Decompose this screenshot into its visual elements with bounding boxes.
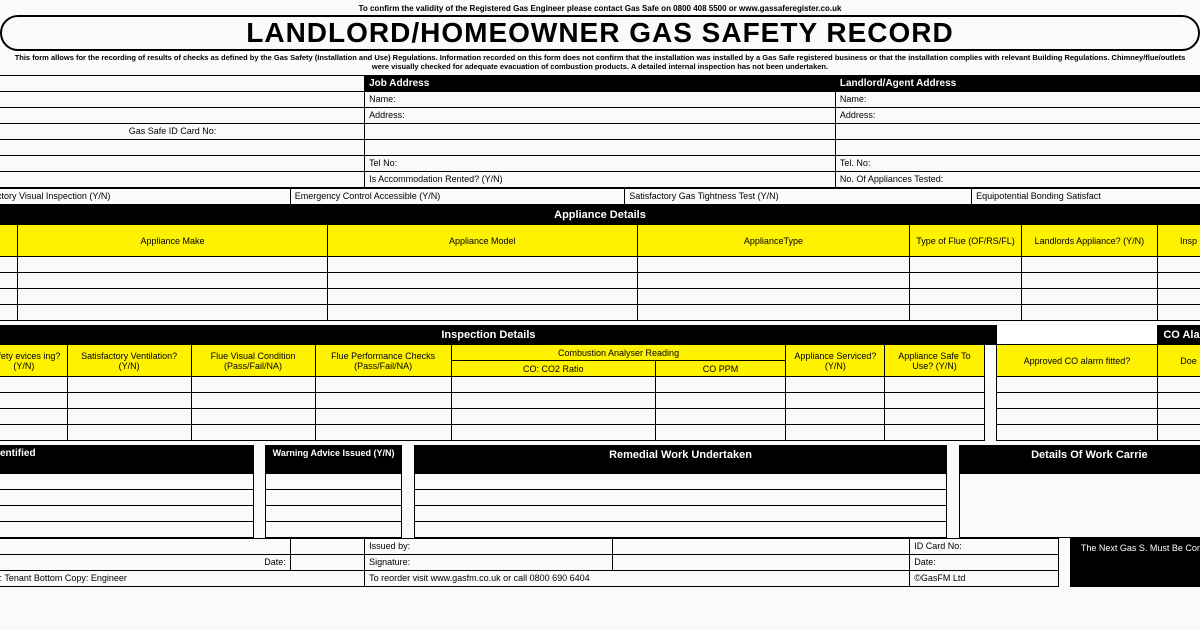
co-alarm-header: CO Alarm — [1157, 326, 1200, 345]
identified-header: ) Identified — [0, 446, 253, 474]
table-row — [0, 425, 1200, 441]
check-bonding: Equipotential Bonding Satisfact — [972, 189, 1200, 205]
col-safe: Appliance Safe To Use? (Y/N) — [885, 345, 984, 377]
title-box: LANDLORD/HOMEOWNER GAS SAFETY RECORD — [0, 15, 1200, 51]
col-flue: Type of Flue (OF/RS/FL) — [910, 225, 1022, 257]
details-header: Details Of Work Carrie — [959, 446, 1200, 474]
check-emergency: Emergency Control Accessible (Y/N) — [290, 189, 625, 205]
col-vent: Satisfactory Ventilation? (Y/N) — [67, 345, 191, 377]
col-does: Doe — [1157, 345, 1200, 377]
date2-label: Date: — [910, 555, 1059, 571]
job-name-label: Name: — [365, 92, 836, 108]
table-row — [0, 273, 1200, 289]
warning-header: Warning Advice Issued (Y/N) — [265, 446, 401, 474]
footer-table: Issued by: ID Card No: The Next Gas S. M… — [0, 538, 1200, 587]
inspection-header: Inspection Details — [0, 326, 996, 345]
next-gas-box: The Next Gas S. Must Be Comp — [1071, 539, 1200, 587]
id-card-label: ID Card No: — [910, 539, 1059, 555]
col-make: Appliance Make — [18, 225, 328, 257]
landlord-address-label: Address: — [835, 108, 1200, 124]
checks-row: sfactory Visual Inspection (Y/N) Emergen… — [0, 188, 1200, 205]
col-approved: Approved CO alarm fitted? — [996, 345, 1157, 377]
job-tel-label: Tel No: — [365, 156, 836, 172]
job-address-label: Address: — [365, 108, 836, 124]
rented-label: Is Accommodation Rented? (Y/N) — [365, 172, 836, 188]
check-visual: sfactory Visual Inspection (Y/N) — [0, 189, 290, 205]
col-combust: Combustion Analyser Reading — [451, 345, 786, 361]
col-landlords: Landlords Appliance? (Y/N) — [1021, 225, 1157, 257]
landlord-name-label: Name: — [835, 92, 1200, 108]
table-row — [0, 289, 1200, 305]
gas-safety-form: To confirm the validity of the Registere… — [0, 0, 1200, 587]
appliance-header: Appliance Details — [0, 206, 1200, 225]
col-fluevis: Flue Visual Condition (Pass/Fail/NA) — [191, 345, 315, 377]
copy-label: opy: Tenant Bottom Copy: Engineer — [0, 571, 365, 587]
lower-sections: ) Identified Warning Advice Issued (Y/N)… — [0, 445, 1200, 538]
col-coratio: CO: CO2 Ratio — [451, 361, 655, 377]
check-tightness: Satisfactory Gas Tightness Test (Y/N) — [625, 189, 972, 205]
date-label: Date: — [0, 555, 290, 571]
issued-by-label: Issued by: — [365, 539, 613, 555]
subtitle: This form allows for the recording of re… — [0, 53, 1200, 75]
col-serviced: Appliance Serviced? (Y/N) — [786, 345, 885, 377]
address-table: Job Address Landlord/Agent Address Name:… — [0, 75, 1200, 188]
appliance-table: Appliance Details Appliance Make Applian… — [0, 205, 1200, 321]
col-flueperf: Flue Performance Checks (Pass/Fail/NA) — [315, 345, 451, 377]
num-appliances-label: No. Of Appliances Tested: — [835, 172, 1200, 188]
col-model: Appliance Model — [327, 225, 637, 257]
landlord-tel-label: Tel. No: — [835, 156, 1200, 172]
table-row — [0, 257, 1200, 273]
gas-safe-id-label: Gas Safe ID Card No: — [0, 124, 365, 140]
col-coppm: CO PPM — [655, 361, 786, 377]
remedial-header: Remedial Work Undertaken — [414, 446, 947, 474]
table-row — [0, 474, 1200, 490]
gasfm-label: ©GasFM Ltd — [910, 571, 1059, 587]
job-address-header: Job Address — [365, 76, 836, 92]
form-title: LANDLORD/HOMEOWNER GAS SAFETY RECORD — [12, 17, 1188, 49]
inspection-table: Inspection Details CO Alarm Safety evice… — [0, 325, 1200, 441]
col-safety: Safety evices ing? (Y/N) — [0, 345, 67, 377]
col-type: ApplianceType — [637, 225, 910, 257]
col-insp: Insp — [1158, 225, 1200, 257]
table-row — [0, 377, 1200, 393]
table-row — [0, 409, 1200, 425]
table-row — [0, 305, 1200, 321]
top-note: To confirm the validity of the Registere… — [0, 0, 1200, 15]
landlord-address-header: Landlord/Agent Address — [835, 76, 1200, 92]
reorder-label: To reorder visit www.gasfm.co.uk or call… — [365, 571, 910, 587]
table-row — [0, 393, 1200, 409]
signature-label: Signature: — [365, 555, 613, 571]
